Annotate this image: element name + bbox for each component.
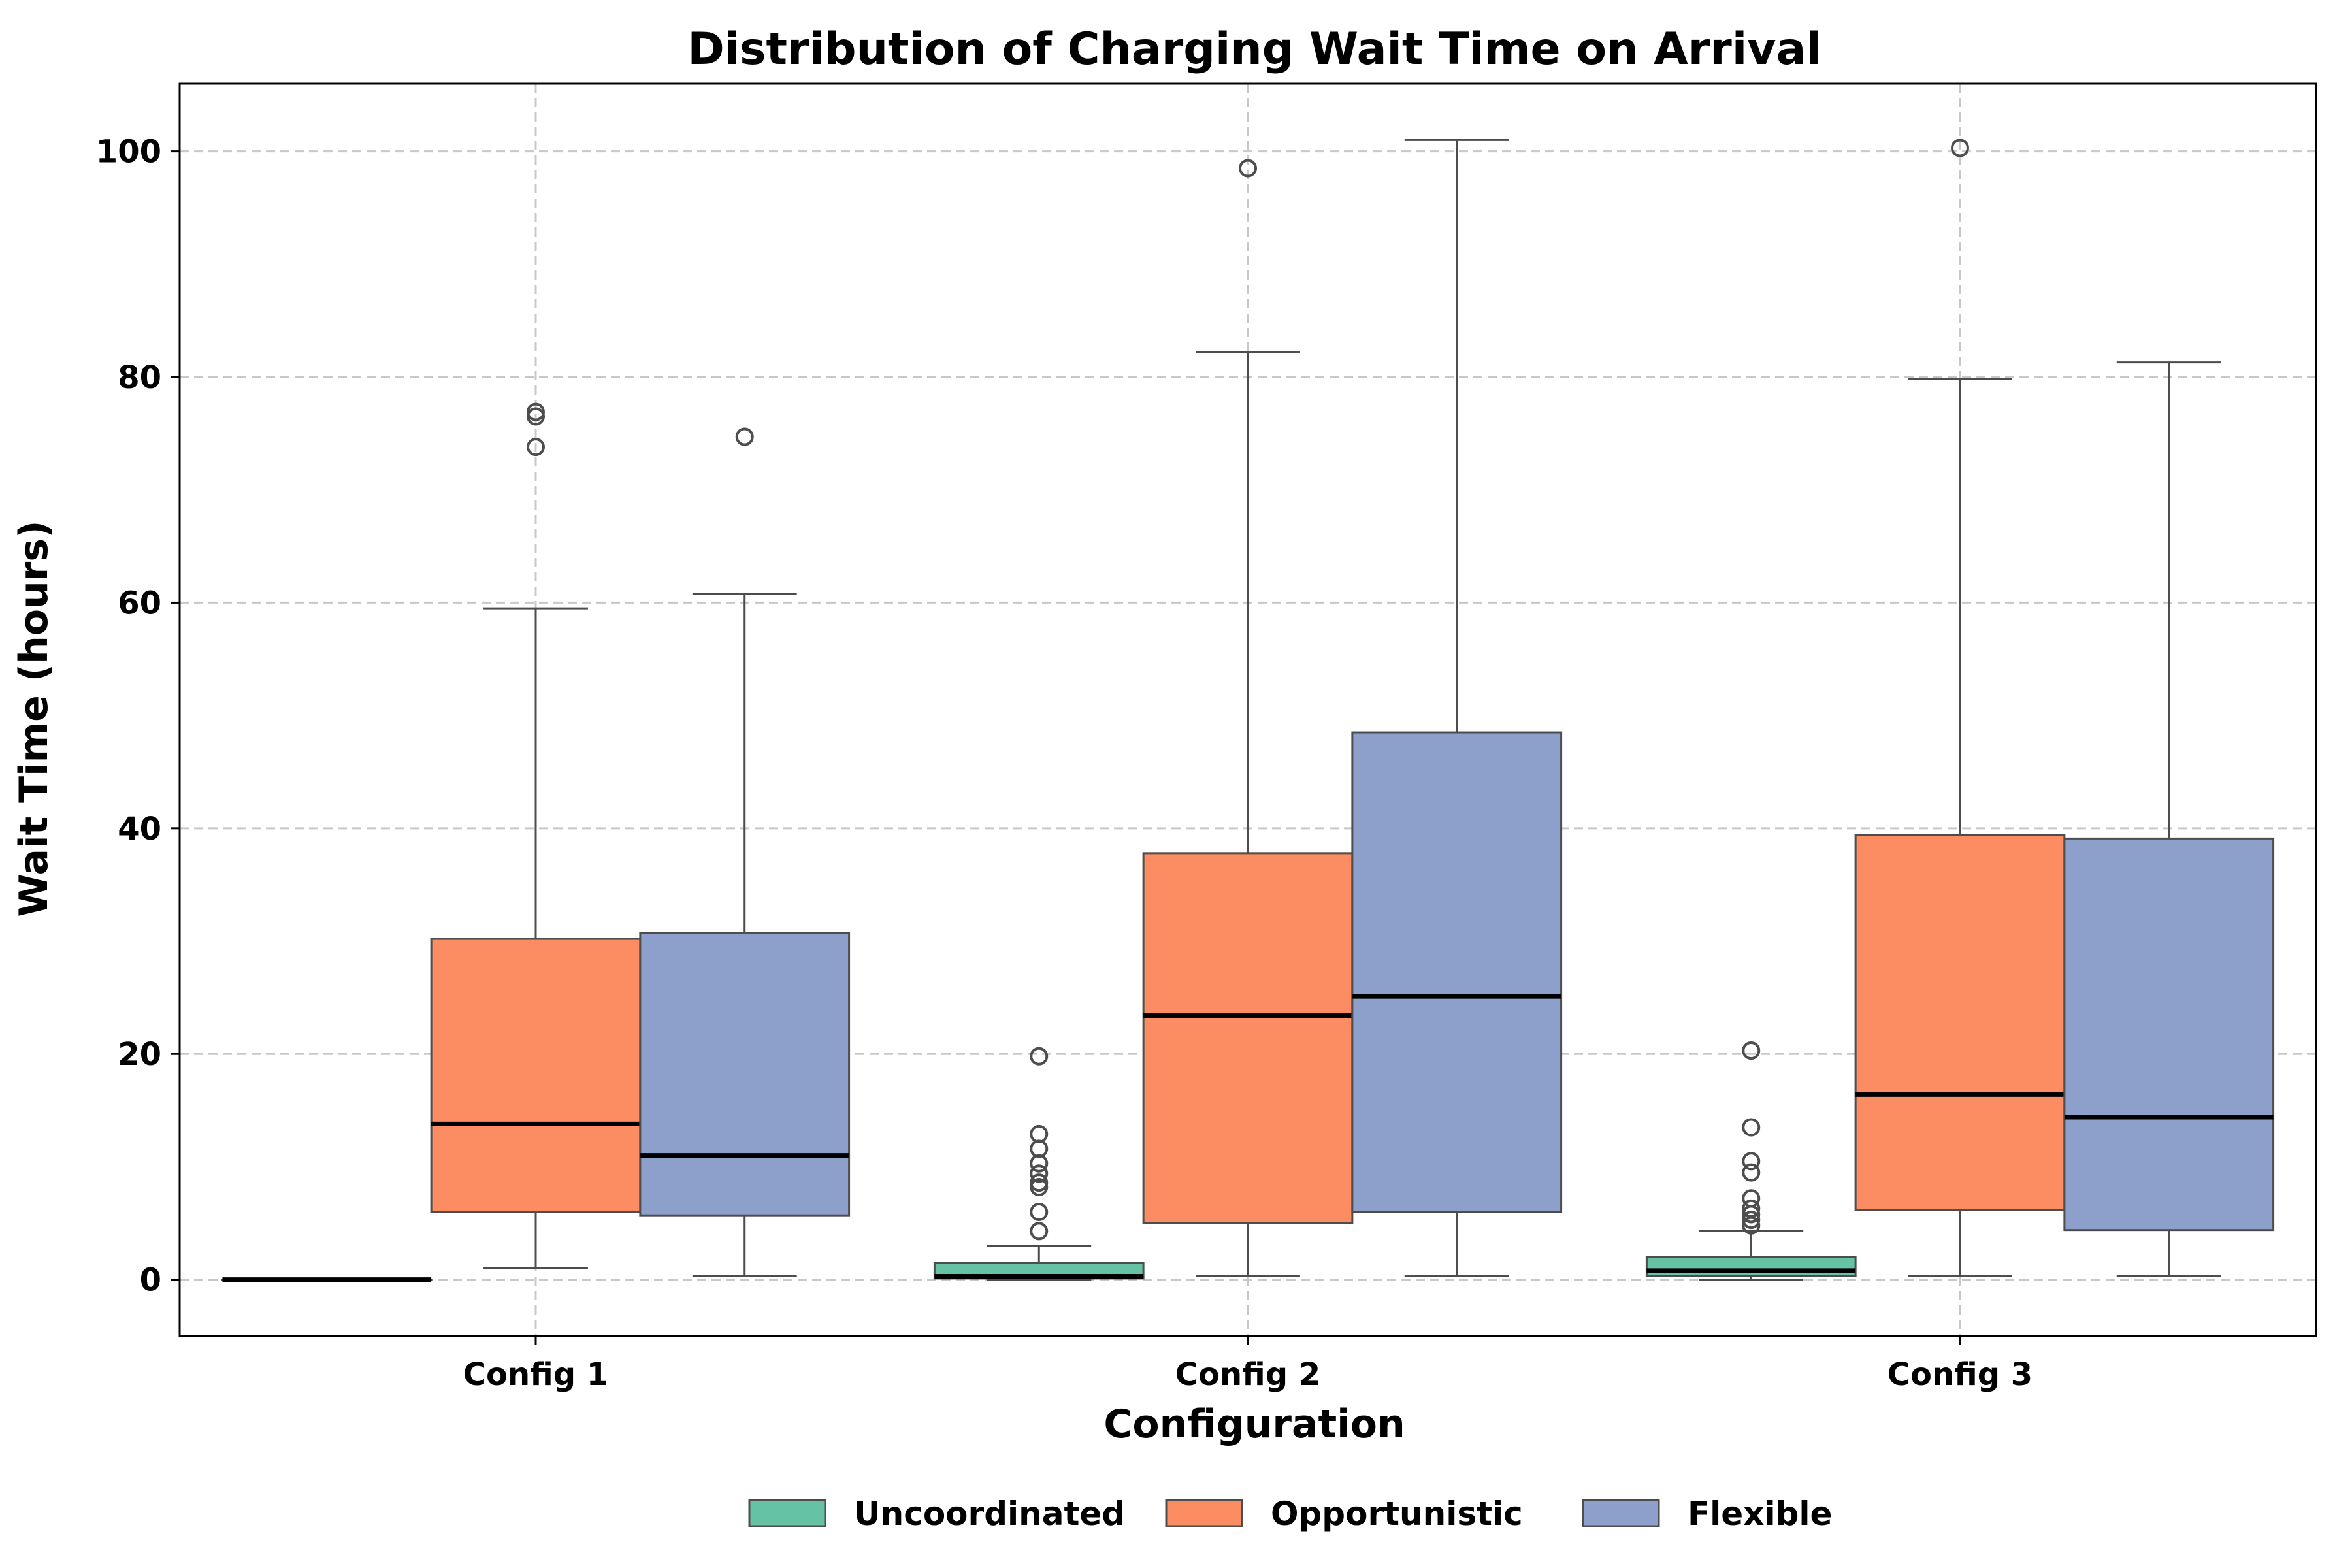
box-uncoordinated-3 (1645, 1041, 1857, 1281)
outlier-point (1742, 1189, 1761, 1208)
legend-swatch (748, 1499, 826, 1527)
legend-label: Opportunistic (1271, 1495, 1523, 1533)
outlier-point (527, 402, 545, 421)
outlier-point (1742, 1199, 1761, 1218)
legend-label: Uncoordinated (854, 1495, 1125, 1533)
legend-label: Flexible (1688, 1495, 1832, 1533)
x-tick-label: Config 2 (1175, 1356, 1320, 1393)
y-tick-label: 0 (140, 1262, 161, 1299)
outlier-point (1030, 1203, 1049, 1222)
outlier-point (1742, 1118, 1761, 1137)
outlier-point (1742, 1041, 1761, 1060)
box-uncoordinated-2 (933, 1047, 1145, 1281)
box-opportunistic-1 (430, 402, 642, 1269)
box-iqr (1645, 1256, 1857, 1277)
box-iqr (430, 938, 642, 1213)
box-flexible-3 (2063, 361, 2275, 1277)
x-axis-label: Configuration (1103, 1401, 1405, 1447)
box-flexible-2 (1351, 139, 1563, 1277)
chart-title: Distribution of Charging Wait Time on Ar… (687, 24, 1821, 75)
box-iqr (1351, 731, 1563, 1213)
outlier-point (1742, 1211, 1761, 1230)
outlier-point (1030, 1124, 1049, 1143)
y-tick-label: 40 (118, 811, 161, 847)
outlier-point (1742, 1163, 1761, 1182)
box-opportunistic-3 (1854, 139, 2066, 1277)
outlier-point (1742, 1152, 1761, 1171)
outlier-point (1030, 1222, 1049, 1241)
y-tick-label: 100 (96, 134, 161, 171)
box-opportunistic-2 (1142, 159, 1354, 1277)
legend-item-uncoordinated: Uncoordinated (748, 1495, 1125, 1533)
legend-swatch (1165, 1499, 1243, 1527)
outlier-point (1030, 1047, 1049, 1066)
outlier-point (1951, 139, 1969, 157)
x-tick-label: Config 3 (1887, 1356, 2033, 1393)
legend-item-opportunistic: Opportunistic (1165, 1495, 1523, 1533)
legend-item-flexible: Flexible (1582, 1495, 1832, 1533)
box-iqr (1854, 834, 2066, 1211)
y-axis-label: Wait Time (hours) (11, 520, 57, 917)
box-uncoordinated-1 (221, 1277, 433, 1282)
y-tick-label: 60 (118, 585, 161, 621)
box-iqr (639, 932, 851, 1217)
outlier-point (1030, 1173, 1049, 1192)
outlier-point (1030, 1164, 1049, 1183)
legend: Uncoordinated Opportunistic Flexible (748, 1495, 1832, 1533)
outlier-point (527, 438, 545, 457)
boxes (221, 139, 2275, 1282)
outlier-point (735, 427, 754, 446)
y-tick-label: 80 (118, 359, 161, 396)
y-axis-ticks: 0 20 40 60 80 100 (96, 134, 180, 1299)
legend-swatch (1582, 1499, 1660, 1527)
y-tick-label: 20 (118, 1036, 161, 1073)
x-axis-ticks: Config 1 Config 2 Config 3 (463, 1336, 2033, 1393)
outlier-point (1239, 159, 1257, 178)
x-tick-label: Config 1 (463, 1356, 608, 1393)
box-iqr (1142, 852, 1354, 1224)
box-flexible-1 (639, 427, 851, 1277)
box-iqr (2063, 837, 2275, 1232)
